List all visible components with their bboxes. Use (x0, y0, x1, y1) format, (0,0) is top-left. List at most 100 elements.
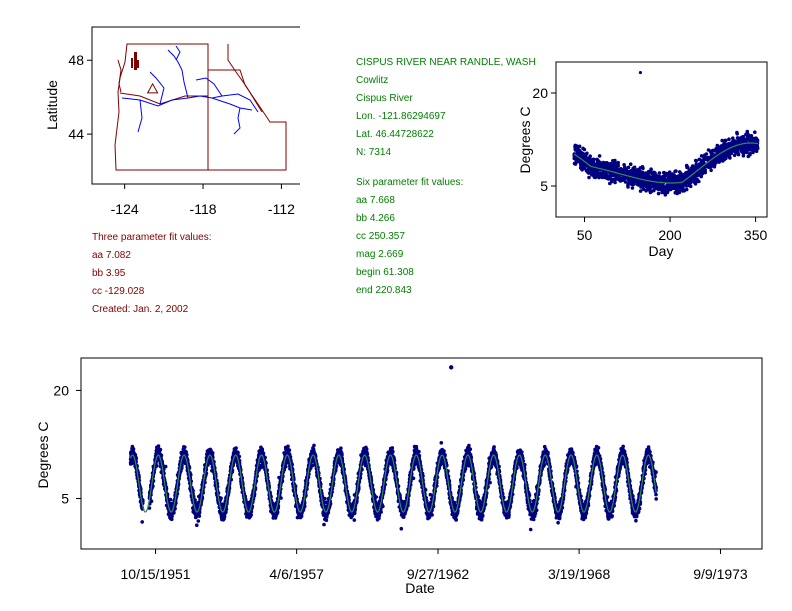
seasonal-point (613, 180, 617, 185)
seasonal-point (613, 158, 617, 163)
seasonal-point (720, 138, 724, 143)
seasonal-point (700, 172, 704, 176)
ts-point (210, 451, 215, 455)
seasonal-point (667, 188, 671, 192)
seasonal-point (711, 164, 715, 168)
seasonal-point (652, 188, 656, 193)
seasonal-point (628, 162, 633, 166)
seasonal-point (727, 142, 732, 147)
ts-point (339, 446, 343, 450)
seasonal-point (745, 144, 749, 148)
seasonal-point (719, 156, 724, 160)
seasonal-point (626, 185, 630, 189)
seasonal-point (693, 165, 698, 169)
seasonal-point (660, 190, 664, 195)
six-param-title: Six parameter fit values: (356, 177, 464, 188)
ts-point (364, 447, 369, 451)
rivers (121, 45, 259, 135)
ts-point (302, 504, 307, 508)
ts-point (183, 445, 187, 449)
seasonal-point (745, 150, 749, 155)
seasonal-point (611, 166, 616, 170)
seasonal-point (731, 136, 735, 140)
ts-point (168, 497, 173, 502)
ts-point (261, 451, 266, 456)
seasonal-point (699, 174, 703, 179)
station-basin: Cowlitz (356, 75, 389, 86)
seasonal-point (742, 147, 747, 152)
seasonal-point (674, 169, 678, 173)
seasonal-point (724, 156, 728, 161)
seasonal-point (601, 164, 605, 168)
seasonal-point (684, 184, 689, 188)
ts-point (219, 496, 223, 501)
map-y-tick-label: 44 (68, 126, 84, 142)
seasonal-point (754, 145, 758, 149)
seasonal-point (667, 184, 671, 188)
seasonal-point (693, 158, 698, 163)
seasonal-y-tick-label: 5 (540, 178, 548, 194)
ts-point (299, 514, 304, 518)
river-columbia (121, 95, 253, 111)
seasonal-point (738, 136, 743, 140)
seasonal-point (695, 178, 700, 182)
six-param-block: Six parameter fit values: aa 7.668 bb 4.… (356, 174, 463, 300)
seasonal-point (642, 176, 647, 180)
ts-point (147, 506, 152, 510)
ts-point (158, 447, 163, 452)
seasonal-point (636, 167, 640, 172)
map-frame (91, 26, 300, 185)
seasonal-point (595, 162, 600, 166)
seasonal-fit-line (573, 142, 758, 184)
seasonal-point (715, 156, 719, 161)
seasonal-point (578, 150, 583, 154)
ts-point (149, 499, 154, 503)
seasonal-point (746, 134, 751, 139)
ts-point (352, 511, 357, 515)
created-date: Created: Jan. 2, 2002 (92, 304, 189, 315)
seasonal-point (675, 188, 679, 193)
seasonal-point (709, 149, 714, 153)
ts-point (224, 510, 228, 514)
seasonal-point (689, 177, 693, 181)
seasonal-point (633, 173, 637, 178)
seasonal-point (736, 151, 740, 156)
seasonal-point (667, 170, 672, 174)
seasonal-point (735, 130, 739, 135)
puget-sound (131, 52, 139, 70)
river-upper-columbia (167, 49, 189, 99)
seasonal-point (727, 137, 731, 141)
ts-point (263, 455, 267, 460)
seasonal-point (577, 144, 582, 149)
seasonal-point (682, 175, 687, 179)
ts-point (222, 514, 227, 519)
seasonal-point (723, 153, 727, 157)
seasonal-point (671, 179, 676, 183)
seasonal-point (675, 191, 679, 196)
seasonal-point (702, 156, 706, 160)
ts-point (140, 520, 144, 524)
ts-point (377, 513, 382, 518)
seasonal-point (741, 153, 746, 158)
seasonal-point (597, 154, 602, 158)
ts-point (284, 464, 288, 469)
seasonal-point (663, 173, 667, 178)
station-triangle-icon (146, 82, 159, 94)
ts-point (286, 444, 290, 449)
seasonal-point (735, 136, 740, 140)
seasonal-point (633, 179, 638, 183)
six-param-end: end 220.843 (356, 285, 412, 296)
station-river: Cispus River (356, 93, 413, 104)
seasonal-point (678, 186, 683, 190)
seasonal-point (721, 144, 725, 149)
seasonal-point (689, 167, 694, 172)
seasonal-point (755, 138, 759, 142)
seasonal-point (611, 177, 615, 182)
seasonal-point (709, 168, 713, 173)
ts-point (352, 518, 357, 522)
seasonal-point (578, 166, 583, 170)
river-yakima (149, 71, 165, 105)
seasonal-point (649, 167, 653, 171)
ts-point (155, 464, 159, 468)
